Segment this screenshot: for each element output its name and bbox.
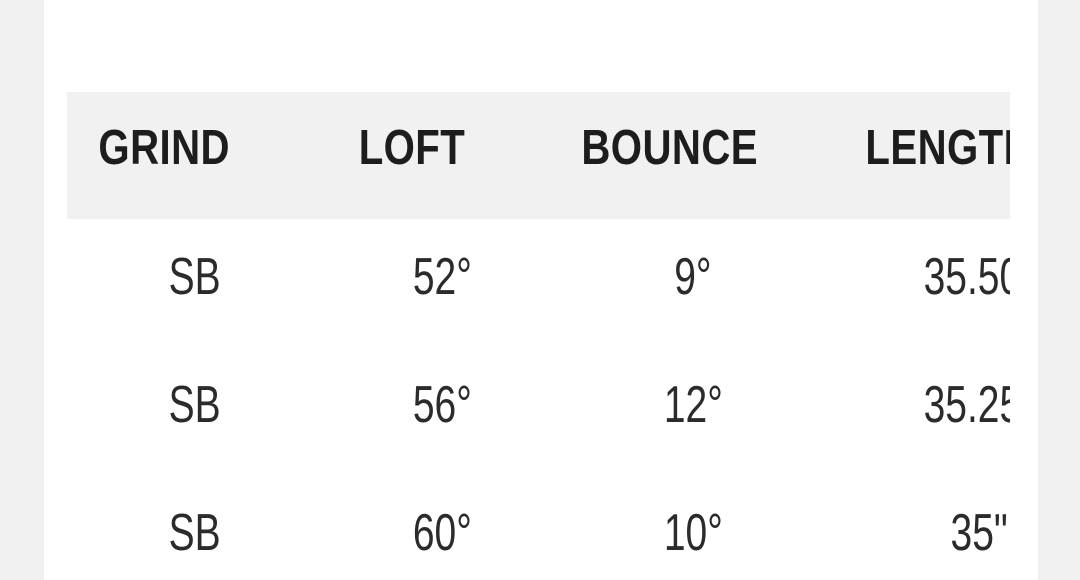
left-page-gutter bbox=[0, 0, 44, 580]
table-row: SB 52° 9° 35.50" bbox=[67, 219, 1010, 347]
bounce-value: 12° bbox=[663, 376, 723, 434]
column-header-length: LENGTH bbox=[824, 92, 1010, 219]
column-header-bounce: BOUNCE bbox=[562, 92, 824, 219]
cell-bounce: 10° bbox=[562, 475, 824, 580]
column-header-bounce-label: BOUNCE bbox=[581, 120, 758, 175]
table-header-row: GRIND LOFT BOUNCE LENGTH bbox=[67, 92, 1010, 219]
grind-value: SB bbox=[168, 376, 221, 434]
column-header-loft-label: LOFT bbox=[358, 120, 466, 175]
spec-table-scroll-area[interactable]: GRIND LOFT BOUNCE LENGTH SB 52° 9° 35.50… bbox=[67, 92, 1010, 580]
column-header-length-label: LENGTH bbox=[865, 120, 1010, 175]
table-row: SB 56° 12° 35.25" bbox=[67, 347, 1010, 475]
table-row: SB 60° 10° 35" bbox=[67, 475, 1010, 580]
right-page-gutter bbox=[1038, 0, 1080, 580]
loft-value: 52° bbox=[412, 248, 472, 306]
cell-bounce: 9° bbox=[562, 219, 824, 347]
cell-length: 35.50" bbox=[824, 219, 1010, 347]
cell-length: 35" bbox=[824, 475, 1010, 580]
cell-loft: 60° bbox=[322, 475, 562, 580]
loft-value: 60° bbox=[412, 504, 472, 562]
bounce-value: 10° bbox=[663, 504, 723, 562]
length-value: 35.25" bbox=[923, 376, 1010, 434]
length-value: 35" bbox=[950, 504, 1008, 562]
grind-value: SB bbox=[168, 248, 221, 306]
cell-grind: SB bbox=[67, 475, 322, 580]
cell-length: 35.25" bbox=[824, 347, 1010, 475]
column-header-loft: LOFT bbox=[322, 92, 562, 219]
cell-grind: SB bbox=[67, 347, 322, 475]
cell-loft: 52° bbox=[322, 219, 562, 347]
column-header-grind-label: GRIND bbox=[98, 120, 231, 175]
cell-bounce: 12° bbox=[562, 347, 824, 475]
cell-loft: 56° bbox=[322, 347, 562, 475]
wedge-spec-table: GRIND LOFT BOUNCE LENGTH SB 52° 9° 35.50… bbox=[67, 92, 1010, 580]
bounce-value: 9° bbox=[674, 248, 712, 306]
length-value: 35.50" bbox=[923, 248, 1010, 306]
loft-value: 56° bbox=[412, 376, 472, 434]
cell-grind: SB bbox=[67, 219, 322, 347]
grind-value: SB bbox=[168, 504, 221, 562]
column-header-grind: GRIND bbox=[67, 92, 322, 219]
